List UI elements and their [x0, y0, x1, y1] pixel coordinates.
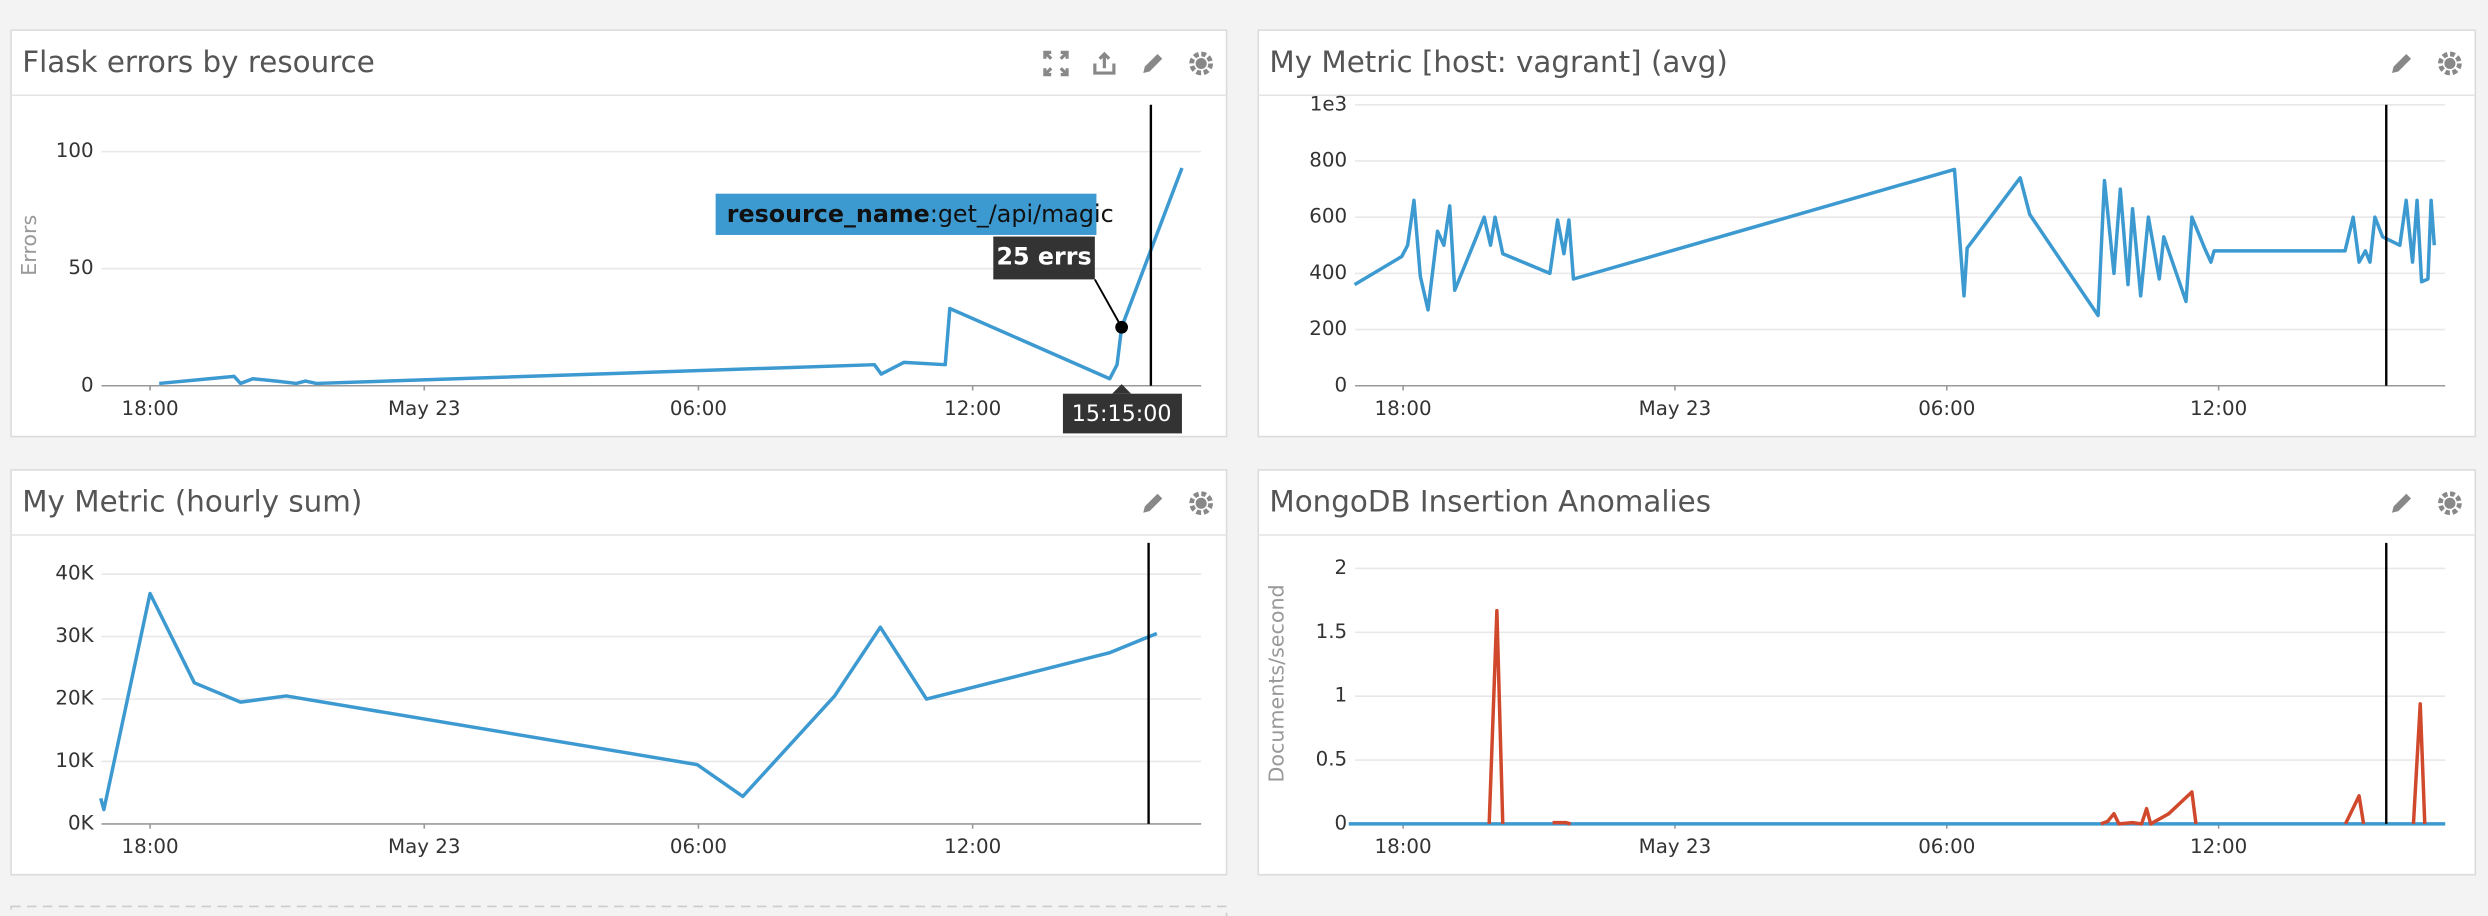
placeholder-panel: [10, 905, 1228, 916]
series-line: [159, 167, 1184, 386]
tooltip-key: resource_name: [727, 200, 930, 228]
panel-title: MongoDB Insertion Anomalies: [1269, 485, 1711, 519]
tooltip-leader: [1094, 278, 1123, 328]
time-box: [1062, 393, 1182, 434]
expand-icon[interactable]: [1043, 50, 1069, 77]
gear-icon[interactable]: [1189, 491, 1214, 516]
pencil-shape: [2392, 53, 2412, 74]
y-tick-label: 1e3: [1310, 92, 1347, 115]
y-tick-label: 20K: [55, 687, 94, 710]
series-line: [1353, 167, 2437, 318]
panel: [1257, 469, 2477, 876]
y-tick-label: 100: [56, 139, 94, 162]
y-tick-label: 600: [1309, 205, 1347, 228]
y-tick-label: 10K: [55, 749, 94, 772]
y-tick-label: 1.5: [1316, 620, 1348, 643]
pencil-icon[interactable]: [1143, 493, 1163, 513]
y-tick-label: 400: [1309, 261, 1347, 284]
gear-icon[interactable]: [2438, 51, 2462, 76]
gear-hub: [2444, 57, 2456, 70]
tooltip-value-box: [993, 236, 1095, 280]
tooltip-series-box: [715, 193, 1097, 235]
gear-ring: [2438, 491, 2462, 516]
share-icon[interactable]: [1093, 51, 1116, 75]
y-tick-label: 50: [68, 256, 93, 279]
y-tick-label: 0.5: [1316, 748, 1348, 771]
panel: [1257, 29, 2477, 438]
series-line: [99, 591, 1158, 812]
y-tick-label: 0: [81, 373, 94, 396]
panel: [10, 469, 1228, 876]
x-tick-label: 06:00: [1918, 835, 1975, 858]
x-tick-label: 12:00: [944, 397, 1001, 420]
hover-point: [1115, 320, 1128, 334]
y-tick-label: 800: [1309, 148, 1347, 171]
expand-shape: [1043, 50, 1069, 77]
y-tick-label: 0: [1335, 373, 1348, 396]
y-tick-label: 0K: [68, 811, 95, 834]
gear-hub: [1195, 497, 1207, 509]
pencil-shape: [2392, 493, 2412, 513]
x-tick-label: 12:00: [944, 835, 1001, 858]
x-tick-label: 06:00: [670, 397, 727, 420]
y-tick-label: 200: [1309, 317, 1347, 340]
pencil-shape: [1143, 493, 1163, 513]
x-tick-label: May 23: [388, 397, 461, 420]
y-axis-label: Errors: [17, 215, 41, 276]
gear-hub: [1195, 57, 1207, 70]
time-label: 15:15:00: [1072, 401, 1172, 427]
y-axis-label: Documents/second: [1264, 584, 1288, 782]
gear-ring: [1189, 51, 1214, 76]
tooltip-value: :get_/api/magic: [930, 200, 1114, 228]
y-tick-label: 2: [1335, 556, 1348, 579]
y-tick-label: 40K: [55, 562, 94, 585]
gear-icon[interactable]: [2438, 491, 2462, 516]
y-tick-label: 1: [1335, 684, 1348, 707]
x-tick-label: 18:00: [121, 397, 178, 420]
x-tick-label: 18:00: [1375, 835, 1432, 858]
x-tick-label: 12:00: [2190, 397, 2247, 420]
series-line: [1487, 608, 2427, 826]
x-tick-label: 06:00: [670, 835, 727, 858]
tooltip-series-text: resource_name:get_/api/magic: [727, 200, 1114, 228]
gear-ring: [2438, 51, 2462, 76]
gear-ring: [1189, 491, 1214, 516]
panel-title: My Metric [host: vagrant] (avg): [1269, 45, 1727, 79]
pencil-icon[interactable]: [2392, 53, 2412, 74]
pencil-shape: [1143, 53, 1163, 74]
x-tick-label: May 23: [388, 835, 461, 858]
x-tick-label: 06:00: [1918, 397, 1975, 420]
gear-hub: [2444, 497, 2456, 509]
pencil-icon[interactable]: [2392, 493, 2412, 513]
x-tick-label: May 23: [1639, 835, 1712, 858]
y-tick-label: 0: [1335, 811, 1348, 834]
share-shape: [1093, 51, 1116, 75]
tooltip-value-label: 25 errs: [996, 242, 1091, 270]
gear-icon[interactable]: [1189, 51, 1214, 76]
pencil-icon[interactable]: [1143, 53, 1163, 74]
panel-title: My Metric (hourly sum): [22, 485, 362, 519]
x-tick-label: 12:00: [2190, 835, 2247, 858]
x-tick-label: 18:00: [121, 835, 178, 858]
x-tick-label: 18:00: [1375, 397, 1432, 420]
x-tick-label: May 23: [1639, 397, 1712, 420]
time-box-pointer: [1112, 384, 1132, 394]
y-tick-label: 30K: [55, 624, 94, 647]
panel-title: Flask errors by resource: [22, 45, 375, 79]
